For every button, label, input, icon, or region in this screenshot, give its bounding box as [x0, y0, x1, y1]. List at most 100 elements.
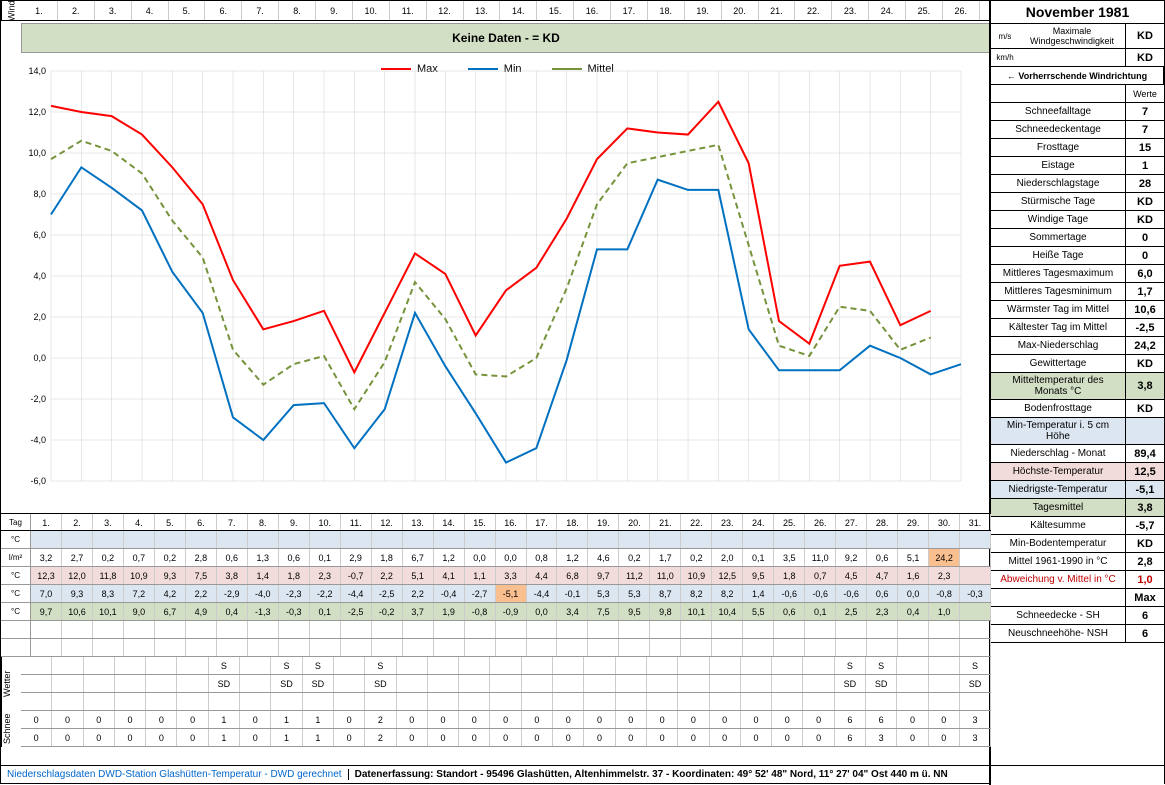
data-cell: 2: [365, 711, 396, 728]
stat-value: 10,6: [1126, 301, 1164, 318]
data-cell: [115, 657, 146, 674]
stat-label: Stürmische Tage: [991, 193, 1126, 210]
row-sum: 12,5: [1126, 463, 1164, 480]
data-cell: [960, 549, 991, 566]
data-cell: 1: [271, 711, 302, 728]
data-cell: [616, 657, 647, 674]
data-cell: 0,6: [867, 549, 898, 566]
row-sum: 6: [1126, 607, 1164, 624]
data-cell: SD: [271, 675, 302, 692]
tag-day: 24.: [743, 514, 774, 530]
tag-day: 30.: [929, 514, 960, 530]
data-cell: 2,2: [403, 585, 434, 602]
stat-label: Mittleres Tagesmaximum: [991, 265, 1126, 282]
tag-day: 26.: [805, 514, 836, 530]
data-cell: [772, 657, 803, 674]
data-cell: 0,2: [619, 549, 650, 566]
data-cell: [522, 675, 553, 692]
data-cell: [403, 531, 434, 548]
data-cell: 0: [647, 729, 678, 746]
data-cell: [584, 693, 615, 710]
data-cell: [31, 621, 62, 638]
stat-row: Sommertage0: [991, 229, 1164, 247]
data-cell: -0,4: [434, 585, 465, 602]
data-cell: 8,7: [650, 585, 681, 602]
data-cell: -0,3: [960, 585, 991, 602]
row-label: Kältesumme: [991, 517, 1126, 534]
data-row: [1, 639, 991, 657]
data-cell: 4,1: [434, 567, 465, 584]
data-cell: [681, 621, 712, 638]
data-cell: [93, 531, 124, 548]
data-cell: 9,2: [836, 549, 867, 566]
summary-row: Min-Temperatur i. 5 cm Höhe: [991, 418, 1164, 445]
data-cell: 10,6: [62, 603, 93, 620]
data-cell: [774, 621, 805, 638]
data-cell: [681, 639, 712, 656]
data-cell: 0: [84, 729, 115, 746]
data-cell: 5,1: [898, 549, 929, 566]
stat-label: Eistage: [991, 157, 1126, 174]
data-cell: [743, 531, 774, 548]
stat-value: 1,7: [1126, 283, 1164, 300]
day-header: 4.: [132, 1, 169, 20]
data-cell: -2,7: [465, 585, 496, 602]
svg-text:0,0: 0,0: [33, 353, 46, 363]
data-cell: [527, 531, 558, 548]
data-cell: [741, 693, 772, 710]
data-cell: [743, 621, 774, 638]
stat-value: 0: [1126, 229, 1164, 246]
tag-day: 21.: [650, 514, 681, 530]
data-cell: 0: [459, 729, 490, 746]
row-sum: 2,8: [1126, 553, 1164, 570]
data-row: 0000001011020000000000000063003: [21, 729, 991, 747]
data-cell: [465, 621, 496, 638]
data-cell: 24,2: [929, 549, 960, 566]
data-cell: 5,3: [619, 585, 650, 602]
svg-text:-4,0: -4,0: [30, 435, 46, 445]
data-cell: SD: [835, 675, 866, 692]
data-cell: 2,3: [310, 567, 341, 584]
data-cell: 0: [929, 711, 960, 728]
data-row: °C: [1, 531, 991, 549]
data-cell: 10,9: [124, 567, 155, 584]
data-cell: [960, 531, 991, 548]
data-cell: [465, 531, 496, 548]
summary-row: Niedrigste-Temperatur-5,1: [991, 481, 1164, 499]
data-cell: [240, 693, 271, 710]
data-cell: 3,2: [31, 549, 62, 566]
data-cell: -1,3: [248, 603, 279, 620]
data-cell: 0: [803, 711, 834, 728]
data-cell: 0: [146, 711, 177, 728]
tag-day: 12.: [372, 514, 403, 530]
data-cell: [496, 639, 527, 656]
stat-row: Mitteltemperatur des Monats °C3,8: [991, 373, 1164, 400]
data-cell: 4,9: [186, 603, 217, 620]
data-cell: [52, 657, 83, 674]
data-cell: [496, 531, 527, 548]
day-header: 12.: [427, 1, 464, 20]
data-cell: 8,3: [93, 585, 124, 602]
data-cell: [31, 639, 62, 656]
data-cell: [155, 639, 186, 656]
data-cell: 0: [897, 711, 928, 728]
tag-day: 10.: [310, 514, 341, 530]
month-title: November 1981: [991, 1, 1164, 24]
stat-value: 24,2: [1126, 337, 1164, 354]
row-sum: 89,4: [1126, 445, 1164, 462]
data-cell: 2,3: [867, 603, 898, 620]
day-header: 23.: [832, 1, 869, 20]
data-cell: 0: [584, 729, 615, 746]
day-header: 11.: [390, 1, 427, 20]
row-sum: -5,7: [1126, 517, 1164, 534]
data-cell: [835, 693, 866, 710]
data-cell: [248, 639, 279, 656]
data-cell: [743, 639, 774, 656]
day-header: 14.: [500, 1, 537, 20]
data-cell: 6: [835, 711, 866, 728]
svg-text:-6,0: -6,0: [30, 476, 46, 486]
stat-row: Niederschlagstage28: [991, 175, 1164, 193]
stat-label: Gewittertage: [991, 355, 1126, 372]
data-cell: 3,4: [557, 603, 588, 620]
data-cell: -0,2: [372, 603, 403, 620]
